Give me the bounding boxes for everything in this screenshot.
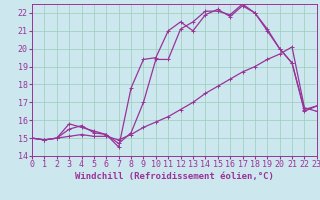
X-axis label: Windchill (Refroidissement éolien,°C): Windchill (Refroidissement éolien,°C) [75, 172, 274, 181]
